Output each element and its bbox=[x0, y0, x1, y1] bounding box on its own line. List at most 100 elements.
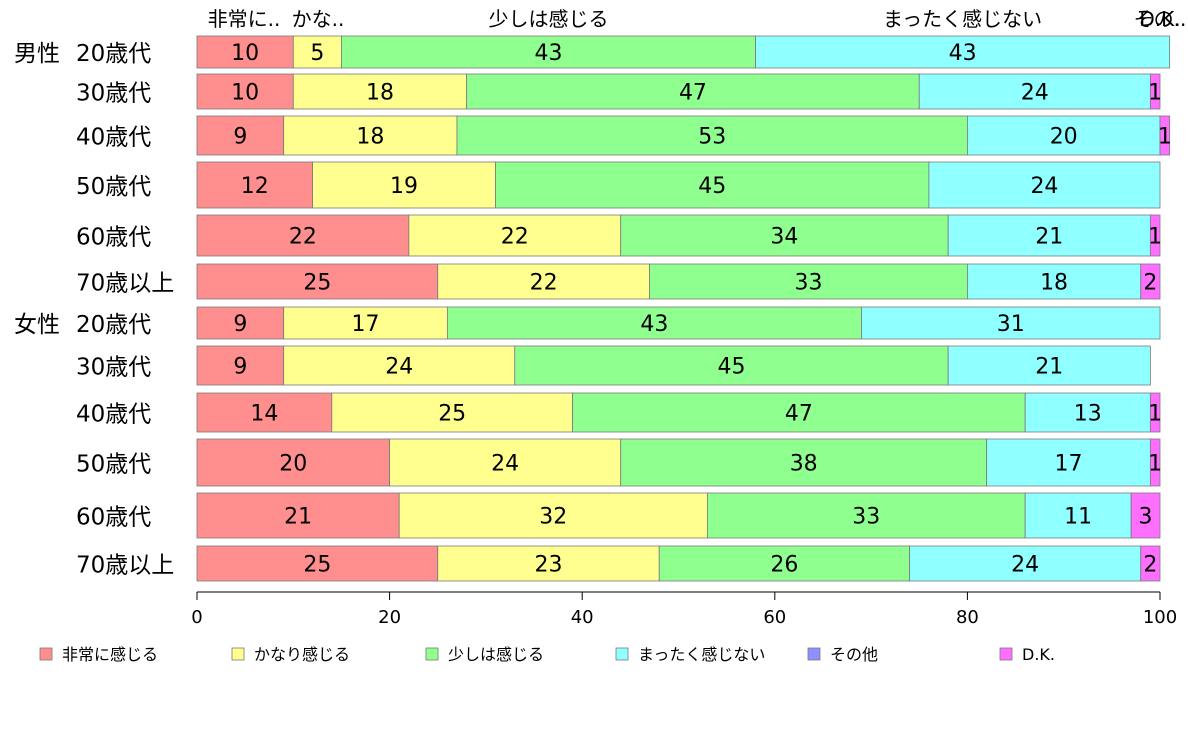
bar-segment bbox=[196, 73, 294, 110]
bar-segment bbox=[456, 115, 968, 156]
bar-segment bbox=[196, 35, 294, 69]
data-label: 5 bbox=[310, 41, 324, 66]
bar-segment bbox=[755, 35, 1171, 69]
data-label: 1 bbox=[1148, 452, 1162, 477]
bar-segment bbox=[947, 214, 1151, 257]
bar-segment bbox=[1149, 214, 1161, 257]
segment-header-label: 非常に.. bbox=[208, 7, 281, 31]
data-label: 19 bbox=[390, 174, 418, 199]
segment-header-label: かな.. bbox=[292, 7, 345, 31]
data-label: 53 bbox=[698, 125, 726, 150]
data-label: 18 bbox=[356, 125, 384, 150]
bar-segment bbox=[947, 345, 1151, 386]
data-label: 33 bbox=[795, 271, 823, 296]
data-label: 24 bbox=[1021, 81, 1049, 106]
bar-segment bbox=[446, 306, 862, 340]
legend-label: まったく感じない bbox=[638, 645, 765, 664]
legend-swatch bbox=[231, 647, 245, 661]
data-label: 1 bbox=[1148, 402, 1162, 427]
data-label: 43 bbox=[640, 312, 668, 337]
data-label: 31 bbox=[997, 312, 1025, 337]
legend-swatch bbox=[999, 647, 1013, 661]
segment-header-label: 少しは感じる bbox=[488, 7, 608, 31]
category-label: 30歳代 bbox=[76, 355, 151, 381]
bar-segment bbox=[649, 263, 968, 300]
data-label: 20 bbox=[1050, 125, 1078, 150]
x-tick-label: 20 bbox=[378, 607, 401, 628]
data-label: 45 bbox=[698, 174, 726, 199]
bar-segment bbox=[658, 545, 911, 582]
data-label: 9 bbox=[233, 355, 247, 380]
data-label: 1 bbox=[1158, 125, 1172, 150]
bar-segment bbox=[283, 115, 458, 156]
bar-segment bbox=[572, 392, 1026, 433]
data-label: 43 bbox=[949, 41, 977, 66]
data-label: 11 bbox=[1064, 505, 1092, 530]
category-label: 20歳代 bbox=[76, 41, 151, 67]
data-label: 24 bbox=[1030, 174, 1058, 199]
bar-segment bbox=[466, 73, 920, 110]
legend-label: 非常に感じる bbox=[62, 645, 158, 664]
bar-segment bbox=[1140, 545, 1161, 582]
legend-swatch bbox=[425, 647, 439, 661]
bar-segment bbox=[1140, 263, 1161, 300]
bar-segment bbox=[495, 161, 930, 209]
legend-label: D.K. bbox=[1022, 645, 1055, 664]
data-label: 12 bbox=[241, 174, 269, 199]
data-label: 25 bbox=[303, 553, 331, 578]
data-label: 24 bbox=[385, 355, 413, 380]
data-label: 32 bbox=[539, 505, 567, 530]
bar-segment bbox=[283, 306, 448, 340]
data-label: 21 bbox=[1035, 225, 1063, 250]
category-label: 40歳代 bbox=[76, 125, 151, 151]
data-label: 22 bbox=[530, 271, 558, 296]
data-label: 24 bbox=[1011, 553, 1039, 578]
bar-segment bbox=[196, 545, 439, 582]
data-label: 18 bbox=[366, 81, 394, 106]
x-tick-label: 80 bbox=[956, 607, 979, 628]
data-label: 20 bbox=[279, 452, 307, 477]
group-label: 男性 bbox=[14, 41, 60, 67]
bar-segment bbox=[408, 214, 622, 257]
segment-header-label: まったく感じない bbox=[883, 7, 1042, 31]
data-label: 1 bbox=[1148, 81, 1162, 106]
legend-swatch bbox=[615, 647, 629, 661]
segment-header-label: D.K. bbox=[1139, 7, 1180, 31]
x-tick-label: 40 bbox=[571, 607, 594, 628]
bar-segment bbox=[196, 263, 439, 300]
bar-segment bbox=[196, 345, 285, 386]
category-label: 70歳以上 bbox=[76, 553, 174, 579]
legend-label: その他 bbox=[830, 645, 878, 664]
bar-segment bbox=[196, 492, 400, 539]
bar-segment bbox=[196, 161, 313, 209]
data-label: 23 bbox=[534, 553, 562, 578]
bar-segment bbox=[967, 263, 1142, 300]
bar-segment bbox=[928, 161, 1161, 209]
bar-segment bbox=[283, 345, 516, 386]
data-label: 2 bbox=[1143, 271, 1157, 296]
bar-segment bbox=[196, 392, 333, 433]
data-label: 24 bbox=[491, 452, 519, 477]
bar-segment bbox=[909, 545, 1142, 582]
category-label: 40歳代 bbox=[76, 402, 151, 428]
bar-segment bbox=[196, 214, 410, 257]
bar-segment bbox=[861, 306, 1161, 340]
bar-segment bbox=[398, 492, 708, 539]
data-label: 21 bbox=[1035, 355, 1063, 380]
data-label: 25 bbox=[303, 271, 331, 296]
data-label: 21 bbox=[284, 505, 312, 530]
data-label: 26 bbox=[770, 553, 798, 578]
bar-segment bbox=[514, 345, 949, 386]
bar-segment bbox=[1130, 492, 1161, 539]
data-label: 43 bbox=[534, 41, 562, 66]
category-label: 50歳代 bbox=[76, 174, 151, 200]
bar-segment bbox=[1024, 492, 1132, 539]
data-label: 17 bbox=[352, 312, 380, 337]
category-label: 20歳代 bbox=[76, 312, 151, 338]
data-label: 10 bbox=[231, 81, 259, 106]
data-label: 17 bbox=[1055, 452, 1083, 477]
bar-segment bbox=[331, 392, 573, 433]
legend-label: 少しは感じる bbox=[448, 645, 544, 664]
bar-segment bbox=[1149, 438, 1161, 487]
